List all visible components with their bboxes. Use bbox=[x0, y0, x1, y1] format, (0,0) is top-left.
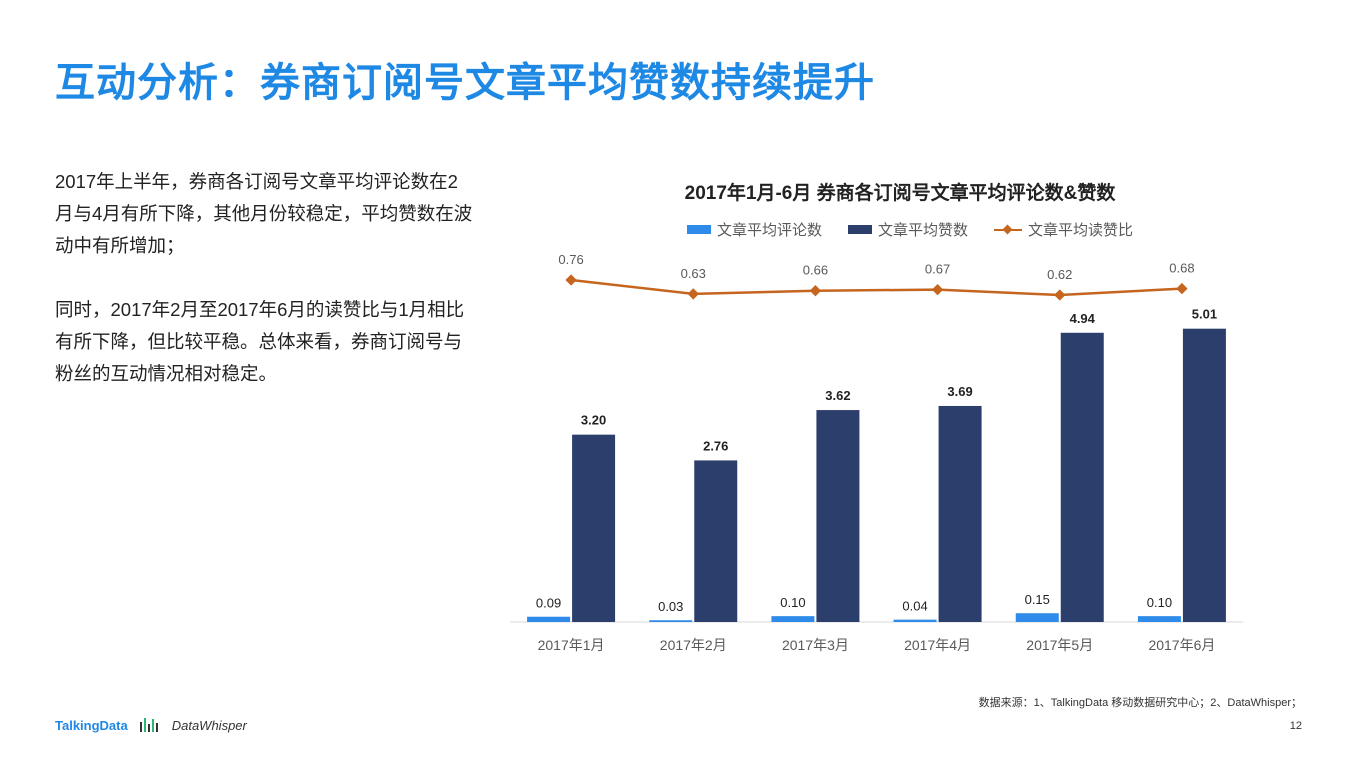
data-label-ratio: 0.66 bbox=[803, 263, 828, 278]
page-number: 12 bbox=[1289, 720, 1302, 732]
legend-swatch-likes bbox=[847, 225, 872, 234]
bar-likes bbox=[694, 460, 738, 622]
data-label-comments: 0.09 bbox=[536, 596, 561, 611]
data-label-ratio: 0.67 bbox=[925, 262, 950, 277]
paragraph-1: 2017年上半年，券商各订阅号文章平均评论数在2月与4月有所下降，其他月份较稳定… bbox=[55, 171, 473, 256]
bar-likes bbox=[816, 410, 860, 622]
legend-swatch-comments bbox=[686, 225, 711, 234]
data-label-ratio: 0.63 bbox=[681, 266, 706, 281]
bar-likes bbox=[938, 405, 982, 622]
bar-likes bbox=[1182, 328, 1226, 622]
data-label-comments: 0.10 bbox=[780, 595, 805, 610]
x-tick-label: 2017年5月 bbox=[1026, 637, 1093, 653]
legend-swatch-ratio bbox=[994, 228, 1022, 231]
data-label-comments: 0.04 bbox=[902, 599, 927, 614]
ratio-line bbox=[570, 278, 1182, 297]
paragraph-2: 同时，2017年2月至2017年6月的读赞比与1月相比有所下降，但比较平稳。总体… bbox=[55, 299, 465, 384]
chart-legend: 文章平均评论数 文章平均赞数 文章平均读赞比 bbox=[520, 219, 1300, 240]
description: 2017年上半年，券商各订阅号文章平均评论数在2月与4月有所下降，其他月份较稳定… bbox=[55, 166, 475, 422]
ratio-point bbox=[687, 288, 699, 300]
talkingdata-logo: TalkingData bbox=[55, 717, 128, 733]
bar-comments bbox=[893, 619, 937, 622]
datawhisper-logo: DataWhisper bbox=[171, 717, 247, 733]
bar-likes bbox=[572, 434, 616, 622]
data-label-ratio: 0.76 bbox=[558, 252, 583, 267]
data-label-ratio: 0.68 bbox=[1169, 261, 1194, 276]
x-tick-label: 2017年3月 bbox=[782, 637, 849, 653]
chart-title: 2017年1月-6月 券商各订阅号文章平均评论数&赞数 bbox=[684, 183, 1116, 204]
bar-comments bbox=[649, 620, 693, 622]
ratio-point bbox=[1176, 282, 1188, 295]
bar-comments bbox=[1015, 613, 1059, 622]
bar-comments bbox=[527, 616, 571, 622]
data-label-likes: 4.94 bbox=[1070, 311, 1096, 326]
bar-likes bbox=[1060, 332, 1104, 622]
data-label-comments: 0.10 bbox=[1147, 595, 1172, 610]
x-tick-label: 2017年2月 bbox=[660, 637, 727, 653]
data-label-likes: 2.76 bbox=[703, 438, 728, 453]
legend-label-ratio: 文章平均读赞比 bbox=[1028, 222, 1134, 239]
ratio-point bbox=[565, 274, 577, 286]
legend-label-likes: 文章平均赞数 bbox=[877, 222, 968, 239]
data-source: 数据来源：1、TalkingData 移动数据研究中心；2、DataWhispe… bbox=[978, 697, 1302, 709]
bar-comments bbox=[771, 616, 815, 622]
legend-label-comments: 文章平均评论数 bbox=[716, 222, 822, 239]
data-label-likes: 3.20 bbox=[581, 413, 606, 428]
ratio-point bbox=[809, 285, 822, 297]
data-label-ratio: 0.62 bbox=[1047, 267, 1072, 282]
bar-comments bbox=[1137, 616, 1181, 622]
data-label-comments: 0.03 bbox=[658, 599, 683, 614]
legend-item-comments: 文章平均评论数 bbox=[686, 219, 822, 240]
x-tick-label: 2017年4月 bbox=[904, 637, 971, 653]
datawhisper-logo-icon bbox=[139, 718, 158, 732]
data-label-likes: 3.69 bbox=[947, 384, 972, 399]
x-tick-label: 2017年1月 bbox=[538, 637, 605, 653]
data-label-likes: 3.62 bbox=[825, 388, 850, 403]
x-tick-label: 2017年6月 bbox=[1148, 637, 1215, 653]
page-title: 互动分析：券商订阅号文章平均赞数持续提升 bbox=[55, 61, 875, 105]
legend-item-likes: 文章平均赞数 bbox=[847, 219, 968, 240]
ratio-point bbox=[1054, 289, 1066, 301]
legend-item-ratio: 文章平均读赞比 bbox=[994, 219, 1133, 240]
ratio-point bbox=[931, 283, 944, 296]
data-label-likes: 5.01 bbox=[1192, 307, 1217, 322]
footer-brand: TalkingData DataWhisper bbox=[55, 716, 247, 734]
data-label-comments: 0.15 bbox=[1025, 592, 1050, 607]
